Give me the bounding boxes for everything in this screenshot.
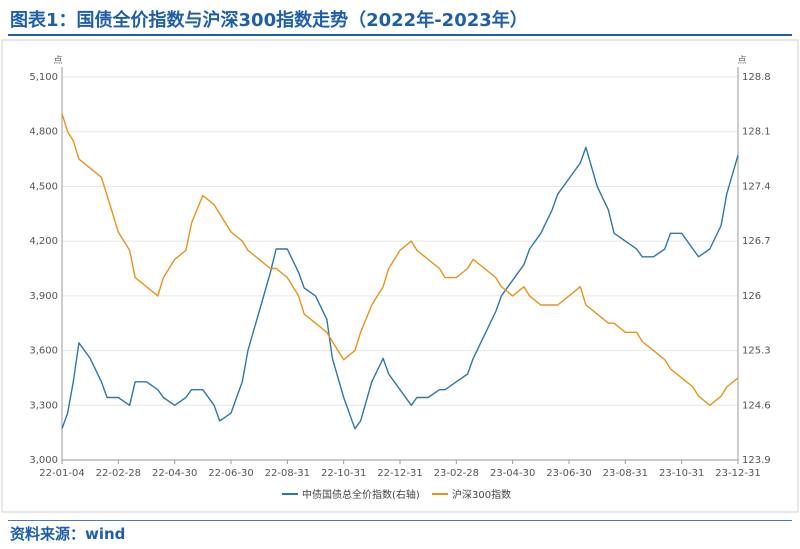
x-tick-label: 23-10-31 bbox=[659, 468, 704, 479]
right-tick-label: 128.1 bbox=[742, 127, 771, 138]
left-tick-label: 3,300 bbox=[29, 400, 58, 411]
left-tick-label: 3,600 bbox=[29, 346, 58, 357]
x-tick-label: 23-06-30 bbox=[546, 468, 591, 479]
legend-label-csi300: 沪深300指数 bbox=[452, 488, 511, 501]
footer-divider bbox=[8, 520, 792, 521]
legend-label-bond: 中债国债总全价指数(右轴) bbox=[302, 488, 420, 501]
left-tick-label: 4,500 bbox=[29, 181, 58, 192]
left-tick-label: 3,900 bbox=[29, 291, 58, 302]
x-tick-label: 22-08-31 bbox=[265, 468, 310, 479]
left-tick-label: 4,200 bbox=[29, 236, 58, 247]
chart-title: 图表1：国债全价指数与沪深300指数走势（2022年-2023年） bbox=[10, 10, 528, 31]
csi300-line bbox=[61, 113, 739, 406]
x-tick-label: 22-02-28 bbox=[96, 468, 141, 479]
x-tick-label: 22-01-04 bbox=[39, 468, 84, 479]
left-tick-label: 3,000 bbox=[29, 455, 58, 466]
right-axis-unit: 点 bbox=[737, 55, 746, 66]
right-tick-label: 123.9 bbox=[742, 455, 771, 466]
right-tick-label: 126 bbox=[742, 291, 761, 302]
legend: 中债国债总全价指数(右轴) 沪深300指数 bbox=[282, 488, 511, 501]
right-tick-label: 127.4 bbox=[742, 181, 771, 192]
source-note: 资料来源：wind bbox=[10, 525, 126, 543]
x-tick-label: 22-06-30 bbox=[208, 468, 253, 479]
right-tick-label: 128.8 bbox=[742, 72, 771, 83]
left-tick-label: 5,100 bbox=[29, 72, 58, 83]
left-tick-label: 4,800 bbox=[29, 127, 58, 138]
dual-axis-line-chart: 5,100 4,800 4,500 4,200 3,900 3,600 3,300 3,000… bbox=[1, 39, 799, 513]
right-tick-label: 125.3 bbox=[742, 346, 771, 357]
right-tick-label: 124.6 bbox=[742, 400, 771, 411]
x-tick-label: 23-12-31 bbox=[715, 468, 760, 479]
bond-index-line bbox=[61, 146, 739, 430]
x-tick-label: 22-12-31 bbox=[377, 468, 422, 479]
x-tick-label: 22-04-30 bbox=[152, 468, 197, 479]
x-tick-label: 22-10-31 bbox=[321, 468, 366, 479]
x-tick-label: 23-08-31 bbox=[603, 468, 648, 479]
x-tick-label: 23-02-28 bbox=[434, 468, 479, 479]
right-tick-label: 126.7 bbox=[742, 236, 771, 247]
title-divider bbox=[8, 34, 792, 36]
left-axis-unit: 点 bbox=[53, 55, 62, 66]
x-tick-label: 23-04-30 bbox=[490, 468, 535, 479]
